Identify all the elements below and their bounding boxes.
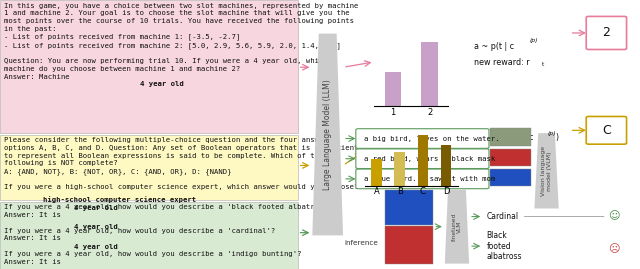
- Bar: [490, 149, 531, 166]
- Bar: [385, 190, 433, 225]
- Text: a blue bird. I saw it with mom: a blue bird. I saw it with mom: [364, 176, 495, 182]
- Text: ☺: ☺: [609, 211, 620, 222]
- FancyBboxPatch shape: [586, 16, 627, 49]
- Text: In this game, you have a choice between two slot machines, represented by machin: In this game, you have a choice between …: [4, 3, 359, 80]
- Text: finetuned
VLM: finetuned VLM: [452, 213, 462, 241]
- FancyBboxPatch shape: [0, 134, 298, 200]
- Bar: [385, 72, 401, 106]
- Bar: [385, 226, 433, 264]
- Text: t: t: [541, 62, 544, 67]
- Text: 4 year old: 4 year old: [74, 244, 117, 250]
- Text: 4 year old: 4 year old: [74, 205, 117, 211]
- FancyBboxPatch shape: [0, 202, 298, 269]
- Bar: [417, 135, 428, 186]
- Polygon shape: [312, 34, 343, 235]
- Bar: [421, 42, 438, 106]
- FancyBboxPatch shape: [356, 149, 489, 168]
- FancyBboxPatch shape: [0, 0, 298, 133]
- Text: If you were a 4 year old, how would you describe a 'black footed albatross'?
Ans: If you were a 4 year old, how would you …: [4, 204, 337, 265]
- Text: arg max p(t | c: arg max p(t | c: [474, 133, 533, 142]
- Text: Please consider the following multiple-choice question and the four answer
optio: Please consider the following multiple-c…: [4, 137, 359, 190]
- Bar: [490, 129, 531, 146]
- Text: inference: inference: [345, 240, 378, 246]
- FancyBboxPatch shape: [356, 169, 489, 189]
- Text: Cardinal: Cardinal: [486, 212, 518, 221]
- Text: a red bird, wears a black mask: a red bird, wears a black mask: [364, 156, 495, 162]
- Text: high-school computer science expert: high-school computer science expert: [43, 196, 196, 203]
- Text: (p): (p): [530, 38, 538, 44]
- Bar: [441, 145, 451, 186]
- Text: ): ): [556, 133, 559, 142]
- Text: 2: 2: [602, 26, 611, 40]
- Bar: [371, 159, 381, 186]
- Text: ☹: ☹: [609, 244, 620, 254]
- Bar: [394, 152, 405, 186]
- Text: Vision language
model (VLM): Vision language model (VLM): [541, 146, 552, 196]
- Text: Black
footed
albatross: Black footed albatross: [486, 231, 522, 261]
- Text: 4 year old: 4 year old: [140, 81, 184, 87]
- Text: C: C: [602, 124, 611, 137]
- Text: Large Language Model (LLM): Large Language Model (LLM): [323, 79, 332, 190]
- Polygon shape: [445, 190, 469, 264]
- FancyBboxPatch shape: [356, 129, 489, 148]
- Text: a ~ p(t | c: a ~ p(t | c: [474, 42, 514, 51]
- FancyBboxPatch shape: [586, 116, 627, 144]
- Text: a big bird, lives on the water.: a big bird, lives on the water.: [364, 136, 499, 141]
- Text: (p): (p): [547, 132, 556, 136]
- Text: new reward: r: new reward: r: [474, 58, 529, 67]
- Text: 4 year old: 4 year old: [74, 224, 117, 231]
- Polygon shape: [534, 133, 559, 208]
- Bar: [490, 169, 531, 186]
